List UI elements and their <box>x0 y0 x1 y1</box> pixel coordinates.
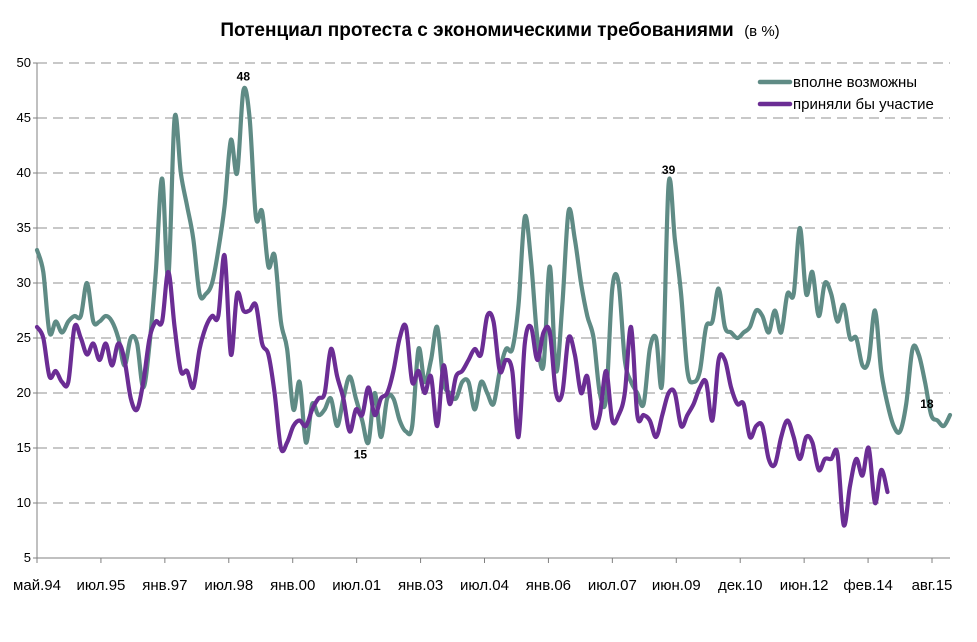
y-tick-label: 10 <box>17 495 31 510</box>
y-tick-label: 50 <box>17 55 31 70</box>
value-annotation: 15 <box>354 448 368 462</box>
x-tick-label: янв.00 <box>270 577 315 594</box>
axes <box>36 63 950 559</box>
x-tick-label: авг.15 <box>912 577 953 594</box>
x-tick-label: май.94 <box>13 577 61 594</box>
x-tick-label: дек.10 <box>718 577 763 594</box>
chart-title: Потенциал протеста с экономическими треб… <box>220 20 733 41</box>
y-tick-label: 5 <box>24 550 31 565</box>
legend-label: приняли бы участие <box>793 96 934 113</box>
annotations: 48 15 39 18 <box>237 70 934 462</box>
y-tick-labels: 5 10 15 20 25 30 35 40 45 50 <box>17 55 37 565</box>
legend-label: вполне возможны <box>793 74 917 91</box>
x-tick-label: июл.01 <box>332 577 381 594</box>
chart-subtitle: (в %) <box>744 23 779 40</box>
value-annotation: 18 <box>920 397 934 411</box>
series-lines <box>34 85 953 528</box>
x-tick-label: янв.97 <box>142 577 187 594</box>
x-tick-label: янв.06 <box>526 577 571 594</box>
y-tick-label: 30 <box>17 275 31 290</box>
value-annotation: 48 <box>237 70 251 84</box>
legend: вполне возможны приняли бы участие <box>757 74 934 113</box>
x-tick-labels: май.94 июл.95 янв.97 июл.98 янв.00 июл.01 янв.… <box>13 558 952 594</box>
chart-title-group: Потенциал протеста с экономическими треб… <box>220 20 779 41</box>
value-annotation: 39 <box>662 163 676 177</box>
y-tick-label: 25 <box>17 330 31 345</box>
y-tick-label: 20 <box>17 385 31 400</box>
x-tick-label: июн.09 <box>652 577 701 594</box>
x-tick-label: янв.03 <box>398 577 443 594</box>
y-tick-label: 45 <box>17 110 31 125</box>
x-tick-label: июл.04 <box>460 577 509 594</box>
x-tick-label: июл.95 <box>76 577 125 594</box>
y-tick-label: 15 <box>17 440 31 455</box>
y-tick-label: 35 <box>17 220 31 235</box>
x-tick-label: июл.07 <box>588 577 637 594</box>
series-line-possible <box>34 85 953 446</box>
gridlines <box>37 62 950 504</box>
x-tick-label: июн.12 <box>780 577 829 594</box>
y-tick-label: 40 <box>17 165 31 180</box>
x-tick-label: фев.14 <box>843 577 893 594</box>
x-tick-label: июл.98 <box>204 577 253 594</box>
series-line-participate <box>34 253 890 528</box>
